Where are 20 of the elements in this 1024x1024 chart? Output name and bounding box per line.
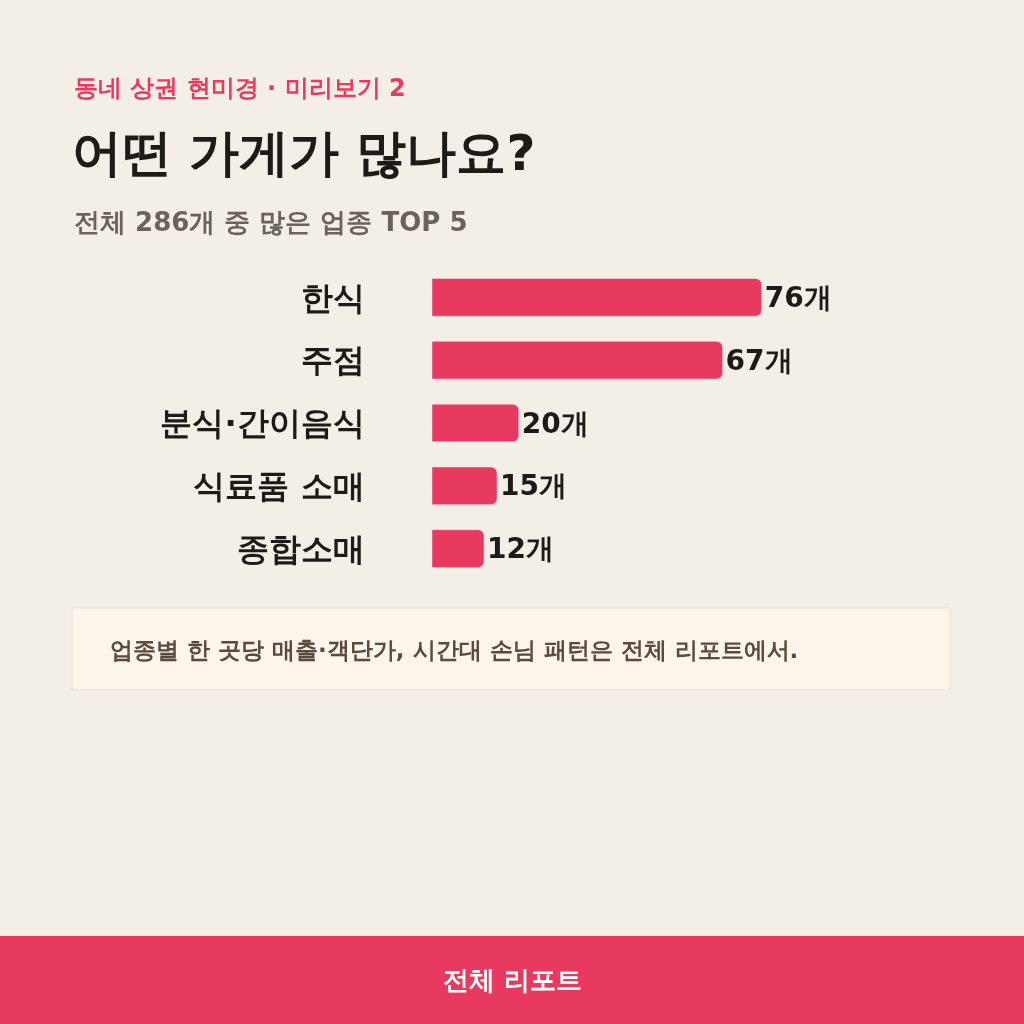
text: 동네 상권 현미경 · 미리보기 2 <box>74 74 406 102</box>
chart-subtitle: 전체 286개 중 많은 업종 TOP 5 <box>74 207 468 237</box>
y-tick-label: 분식·간이음식 <box>160 404 365 443</box>
y-tick-label: 식료품 소매 <box>193 467 365 505</box>
text: 업종별 한 곳당 매출·객단가, 시간대 손님 패턴은 전체 리포트에서. <box>110 637 799 663</box>
data-label: 76개 <box>764 280 832 314</box>
bar <box>432 403 519 443</box>
y-tick-label: 한식 <box>300 278 365 317</box>
bar <box>432 529 485 568</box>
bar <box>432 466 498 505</box>
chart-title: 어떤 가게가 많나요? <box>71 123 536 182</box>
y-tick-label: 주점 <box>300 341 365 380</box>
bar <box>432 278 762 317</box>
data-label: 67개 <box>725 343 793 377</box>
y-tick-label: 종합소매 <box>236 529 365 568</box>
data-label: 12개 <box>487 532 555 566</box>
data-label: 15개 <box>500 469 568 503</box>
bar <box>432 341 723 380</box>
text: 전체 리포트 <box>443 965 583 995</box>
data-label: 20개 <box>521 406 589 440</box>
